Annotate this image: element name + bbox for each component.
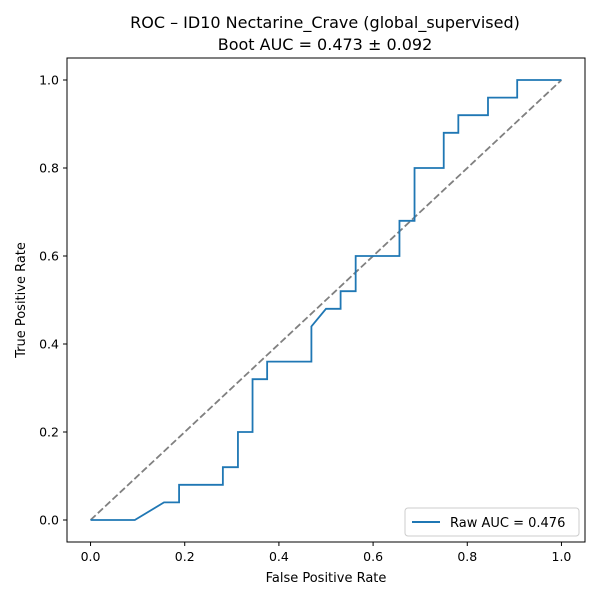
x-tick-label: 0.0: [81, 549, 101, 564]
y-axis-label: True Positive Rate: [14, 242, 29, 359]
y-tick-label: 0.6: [39, 249, 59, 264]
x-tick-label: 0.6: [363, 549, 383, 564]
x-axis-ticks: 0.0 0.2 0.4 0.6 0.8 1.0: [81, 542, 572, 564]
roc-curve-line: [90, 79, 562, 521]
plot-frame: [66, 57, 586, 543]
x-tick-label: 0.2: [175, 549, 195, 564]
y-tick-label: 0.8: [39, 161, 59, 176]
legend-entry-label: Raw AUC = 0.476: [450, 516, 565, 531]
legend-box: [404, 507, 580, 537]
y-tick-label: 1.0: [39, 73, 59, 88]
x-tick-label: 0.4: [269, 549, 289, 564]
y-axis-ticks: 0.0 0.2 0.4 0.6 0.8 1.0: [39, 73, 67, 528]
y-tick-label: 0.4: [39, 337, 59, 352]
plot-area: [89, 79, 563, 521]
x-tick-label: 1.0: [552, 549, 572, 564]
x-tick-label: 0.8: [457, 549, 477, 564]
chance-diagonal-line: [89, 79, 563, 521]
legend: Raw AUC = 0.476: [404, 507, 580, 537]
x-axis-label: False Positive Rate: [266, 571, 387, 586]
y-tick-label: 0.0: [39, 513, 59, 528]
chart-title: ROC – ID10 Nectarine_Crave (global_super…: [130, 13, 520, 33]
chart-subtitle: Boot AUC = 0.473 ± 0.092: [218, 35, 433, 54]
y-tick-label: 0.2: [39, 425, 59, 440]
